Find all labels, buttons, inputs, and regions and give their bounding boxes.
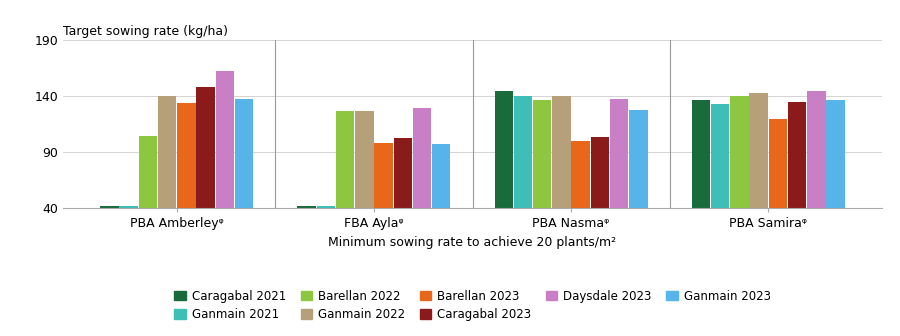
Bar xyxy=(826,100,845,208)
Bar xyxy=(432,144,450,208)
Bar xyxy=(572,141,590,208)
Bar xyxy=(788,102,806,208)
Bar xyxy=(533,100,552,208)
Bar xyxy=(196,87,215,208)
Bar xyxy=(711,104,729,208)
Bar xyxy=(590,137,609,208)
Bar xyxy=(356,111,373,208)
Bar xyxy=(553,96,571,208)
Bar xyxy=(374,143,392,208)
Bar xyxy=(730,96,749,208)
Bar xyxy=(495,91,513,208)
Bar xyxy=(750,93,768,208)
Text: Target sowing rate (kg/ha): Target sowing rate (kg/ha) xyxy=(63,25,228,38)
X-axis label: Minimum sowing rate to achieve 20 plants/m²: Minimum sowing rate to achieve 20 plants… xyxy=(328,236,616,249)
Bar xyxy=(514,96,532,208)
Bar xyxy=(158,96,176,208)
Bar xyxy=(629,110,648,208)
Bar xyxy=(769,119,788,208)
Bar xyxy=(393,138,412,208)
Bar xyxy=(235,98,253,208)
Bar xyxy=(100,206,119,208)
Bar xyxy=(610,98,628,208)
Bar xyxy=(336,111,355,208)
Bar xyxy=(692,100,710,208)
Bar xyxy=(807,91,825,208)
Bar xyxy=(413,108,431,208)
Bar xyxy=(177,103,195,208)
Legend: Caragabal 2021, Ganmain 2021, Barellan 2022, Ganmain 2022, Barellan 2023, Caraga: Caragabal 2021, Ganmain 2021, Barellan 2… xyxy=(170,285,775,326)
Bar xyxy=(139,135,158,208)
Bar xyxy=(317,206,335,208)
Bar xyxy=(120,206,138,208)
Bar xyxy=(297,206,316,208)
Bar xyxy=(216,71,234,208)
